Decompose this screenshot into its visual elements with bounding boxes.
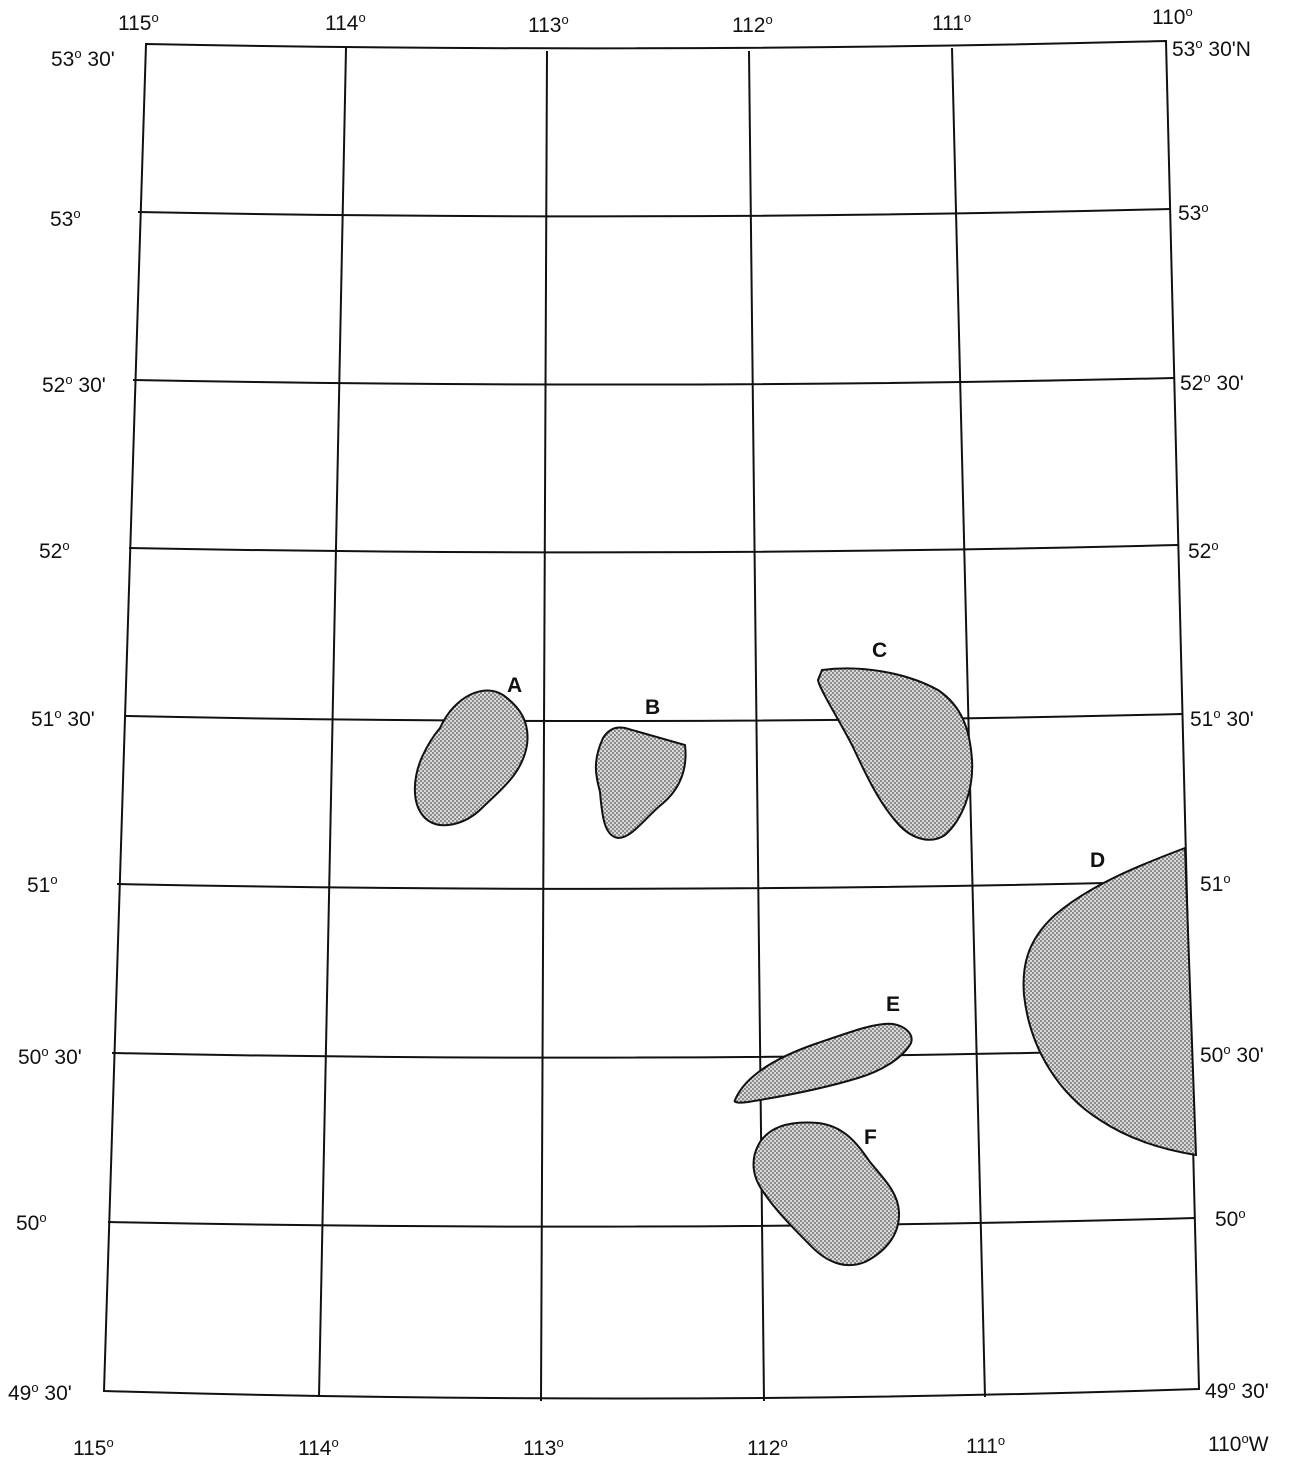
left-lat-label: 49o 30' bbox=[8, 1380, 72, 1405]
region-c[interactable] bbox=[816, 667, 974, 841]
parallel-50 bbox=[107, 1217, 1196, 1228]
top-lon-label: 112o bbox=[732, 12, 773, 37]
left-lat-label: 53o bbox=[50, 206, 81, 231]
right-lat-label: 50o 30' bbox=[1200, 1042, 1264, 1067]
parallel-52 bbox=[128, 544, 1179, 554]
top-lon-label: 115o bbox=[118, 10, 159, 35]
parallel-51 bbox=[116, 880, 1187, 890]
parallel-50-30 bbox=[111, 1048, 1192, 1059]
top-lon-label: 114o bbox=[325, 10, 366, 35]
bottom-lon-label: 115o bbox=[73, 1435, 114, 1460]
region-label-d: D bbox=[1090, 849, 1105, 872]
right-lat-label: 51o 30' bbox=[1190, 706, 1254, 731]
top-lon-label: 111o bbox=[932, 10, 971, 35]
bottom-lon-label: 111o bbox=[966, 1433, 1005, 1458]
region-label-a: A bbox=[507, 674, 522, 697]
region-e[interactable] bbox=[733, 1022, 913, 1104]
bottom-lon-label: 114o bbox=[298, 1435, 339, 1460]
meridian-111 bbox=[951, 47, 986, 1398]
region-d[interactable] bbox=[1022, 846, 1198, 1157]
meridian-112 bbox=[748, 50, 765, 1402]
left-lat-label: 50o bbox=[16, 1210, 47, 1235]
right-lat-label: 49o 30' bbox=[1205, 1378, 1269, 1403]
bottom-lon-label: 112o bbox=[747, 1435, 788, 1460]
left-lat-label: 53o 30' bbox=[51, 46, 115, 71]
right-lat-label: 53o bbox=[1178, 200, 1209, 225]
right-lat-label: 53o 30'N bbox=[1172, 36, 1251, 61]
meridian-113 bbox=[540, 50, 548, 1402]
region-label-b: B bbox=[645, 696, 660, 719]
meridian-114 bbox=[318, 47, 347, 1398]
right-lat-label: 52o 30' bbox=[1180, 370, 1244, 395]
left-lat-label: 51o bbox=[27, 872, 58, 897]
right-lat-label: 52o bbox=[1188, 538, 1219, 563]
top-lon-label: 110o bbox=[1152, 4, 1193, 29]
map-frame bbox=[102, 39, 1201, 1400]
bottom-lon-label: 110oW bbox=[1208, 1431, 1269, 1456]
parallel-53 bbox=[137, 208, 1171, 218]
region-f[interactable] bbox=[752, 1121, 901, 1267]
left-lat-label: 52o bbox=[39, 538, 70, 563]
region-b[interactable] bbox=[594, 726, 687, 840]
region-a[interactable] bbox=[413, 689, 529, 827]
parallel-52-30 bbox=[132, 377, 1175, 386]
right-lat-label: 50o bbox=[1215, 1206, 1246, 1231]
left-lat-label: 51o 30' bbox=[31, 706, 95, 731]
parallel-51-30 bbox=[124, 713, 1183, 723]
left-lat-label: 50o 30' bbox=[18, 1044, 82, 1069]
region-label-e: E bbox=[886, 993, 900, 1016]
top-lon-label: 113o bbox=[528, 12, 569, 37]
right-lat-label: 51o bbox=[1200, 871, 1231, 896]
region-label-c: C bbox=[872, 639, 887, 662]
bottom-lon-label: 113o bbox=[523, 1435, 564, 1460]
region-label-f: F bbox=[864, 1126, 877, 1149]
left-lat-label: 52o 30' bbox=[42, 372, 106, 397]
